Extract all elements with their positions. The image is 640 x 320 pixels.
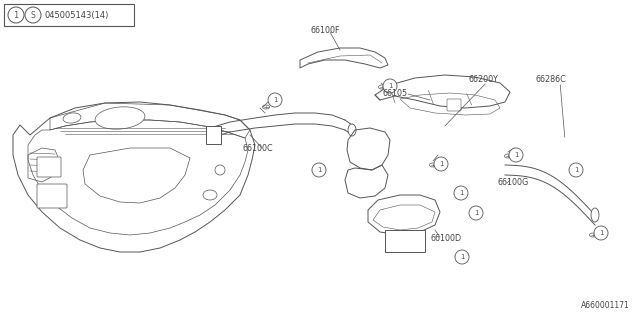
Circle shape <box>454 186 468 200</box>
Text: 66200Y: 66200Y <box>468 75 498 84</box>
Text: 66100F: 66100F <box>310 26 339 35</box>
FancyBboxPatch shape <box>37 157 61 177</box>
Circle shape <box>25 7 41 23</box>
Text: 66100G: 66100G <box>497 178 528 187</box>
FancyBboxPatch shape <box>447 99 461 111</box>
Text: 66286C: 66286C <box>535 75 566 84</box>
Circle shape <box>434 157 448 171</box>
Text: 1: 1 <box>273 97 277 103</box>
Ellipse shape <box>378 85 385 89</box>
Circle shape <box>469 206 483 220</box>
Circle shape <box>509 148 523 162</box>
Text: 1: 1 <box>13 11 19 20</box>
Ellipse shape <box>429 163 436 167</box>
Circle shape <box>215 165 225 175</box>
Ellipse shape <box>262 105 269 109</box>
Ellipse shape <box>63 113 81 123</box>
Text: 1: 1 <box>459 190 463 196</box>
Text: 1: 1 <box>573 167 579 173</box>
Ellipse shape <box>203 190 217 200</box>
Text: S: S <box>31 11 35 20</box>
Ellipse shape <box>591 208 599 222</box>
Circle shape <box>569 163 583 177</box>
Text: 1: 1 <box>599 230 604 236</box>
Ellipse shape <box>504 154 511 158</box>
Text: 1: 1 <box>514 152 518 158</box>
Ellipse shape <box>95 107 145 129</box>
Circle shape <box>455 250 469 264</box>
Text: 1: 1 <box>388 83 392 89</box>
Text: 045005143(14): 045005143(14) <box>44 11 108 20</box>
FancyBboxPatch shape <box>4 4 134 26</box>
Text: 66100D: 66100D <box>430 234 461 243</box>
Circle shape <box>312 163 326 177</box>
Text: 1: 1 <box>439 161 444 167</box>
Circle shape <box>8 7 24 23</box>
Text: 66105: 66105 <box>382 89 407 98</box>
Text: 1: 1 <box>474 210 478 216</box>
FancyBboxPatch shape <box>37 184 67 208</box>
FancyBboxPatch shape <box>385 230 425 252</box>
Circle shape <box>383 79 397 93</box>
Text: 1: 1 <box>317 167 321 173</box>
Circle shape <box>268 93 282 107</box>
Ellipse shape <box>589 233 596 237</box>
FancyBboxPatch shape <box>206 126 221 144</box>
Ellipse shape <box>348 124 356 136</box>
Text: A660001171: A660001171 <box>581 301 630 310</box>
Text: 1: 1 <box>460 254 464 260</box>
Circle shape <box>594 226 608 240</box>
Text: 66100C: 66100C <box>242 143 273 153</box>
